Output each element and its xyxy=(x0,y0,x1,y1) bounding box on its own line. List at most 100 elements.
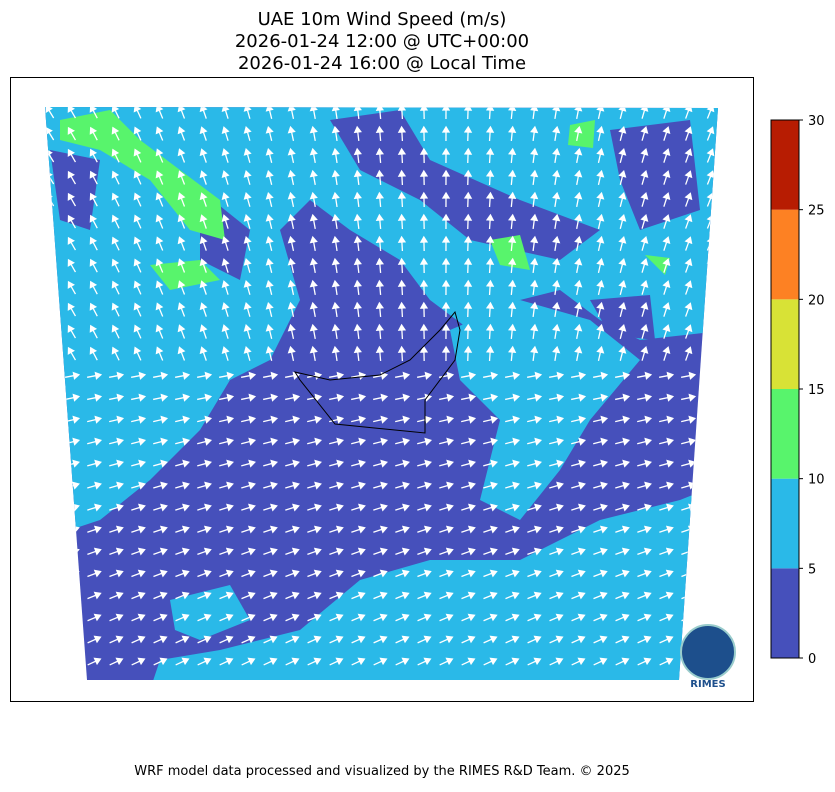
wind-arrow xyxy=(439,525,454,534)
wind-arrow xyxy=(618,213,627,229)
wind-arrow xyxy=(241,525,256,534)
wind-arrow xyxy=(505,547,520,556)
wind-arrow xyxy=(221,126,230,141)
wind-arrow xyxy=(351,393,367,402)
wind-arrow xyxy=(177,192,186,207)
wind-arrow xyxy=(527,371,543,380)
wind-arrow xyxy=(351,503,366,512)
wind-arrow xyxy=(574,301,583,317)
wind-arrow xyxy=(527,591,542,600)
wind-arrow xyxy=(67,324,77,339)
wind-arrow xyxy=(681,393,697,402)
wind-arrows xyxy=(45,107,718,666)
wind-arrow xyxy=(265,345,274,361)
wind-arrow xyxy=(265,323,274,339)
wind-arrow xyxy=(483,481,498,490)
wind-arrow xyxy=(241,393,257,402)
wind-arrow xyxy=(131,569,146,578)
wind-arrow xyxy=(684,192,693,207)
wind-arrow xyxy=(265,169,274,185)
wind-arrow xyxy=(131,635,146,644)
wind-arrow xyxy=(640,214,649,229)
wind-arrow xyxy=(662,302,671,317)
wind-arrow xyxy=(483,415,499,424)
wind-arrow xyxy=(243,214,252,229)
wind-arrow xyxy=(640,258,649,273)
wind-arrow xyxy=(243,148,252,163)
wind-arrow xyxy=(87,459,102,468)
wind-arrow xyxy=(681,459,696,468)
wind-arrow xyxy=(441,279,451,296)
wind-arrow xyxy=(375,323,385,340)
wind-arrow xyxy=(309,323,318,340)
wind-arrow xyxy=(659,569,674,578)
wind-arrow xyxy=(353,169,362,186)
wind-arrow xyxy=(177,258,186,273)
wind-arrow xyxy=(177,170,186,185)
wind-arrow xyxy=(684,214,693,229)
wind-arrow xyxy=(263,635,278,644)
wind-arrow xyxy=(593,415,609,424)
wind-arrow xyxy=(133,148,142,163)
wind-arrow xyxy=(461,503,476,512)
wind-arrow xyxy=(659,371,675,380)
wind-arrow xyxy=(351,459,366,468)
wind-arrow xyxy=(483,459,498,468)
wind-arrow xyxy=(485,235,495,252)
wind-arrow xyxy=(109,437,125,446)
wind-arrow xyxy=(373,393,389,402)
wind-arrow xyxy=(307,437,323,446)
wind-arrow xyxy=(530,301,539,318)
wind-arrow xyxy=(596,191,605,207)
colorbar-tick-label: 0 xyxy=(808,652,816,667)
wind-arrow xyxy=(419,257,429,274)
wind-arrow xyxy=(530,169,539,186)
logo: RIMES xyxy=(680,624,736,690)
title-line: UAE 10m Wind Speed (m/s) xyxy=(258,9,507,30)
wind-arrow xyxy=(574,213,583,229)
wind-arrow xyxy=(241,415,257,424)
wind-arrow xyxy=(373,569,388,578)
wind-arrow xyxy=(417,547,432,556)
wind-arrow xyxy=(530,213,539,230)
wind-arrow xyxy=(67,126,77,141)
wind-arrow xyxy=(197,547,212,556)
wind-arrow xyxy=(615,547,630,556)
wind-arrow xyxy=(659,459,674,468)
wind-arrow xyxy=(285,393,301,402)
wind-arrow xyxy=(331,257,340,274)
wind-arrow xyxy=(461,613,476,622)
wind-arrow xyxy=(265,191,274,207)
wind-arrow xyxy=(131,591,146,600)
wind-arrow xyxy=(131,393,147,402)
wind-arrow xyxy=(662,192,671,207)
wind-arrow xyxy=(309,191,318,208)
wind-arrow xyxy=(331,235,340,252)
wind-arrow xyxy=(552,257,561,274)
wind-arrow xyxy=(637,481,652,490)
wind-arrow xyxy=(133,107,142,119)
wind-arrow xyxy=(395,415,411,424)
wind-arrow xyxy=(263,547,278,556)
wind-arrow xyxy=(221,324,230,339)
wind-arrow xyxy=(375,345,385,362)
wind-arrow xyxy=(177,346,186,361)
wind-arrow xyxy=(329,437,345,446)
wind-arrow xyxy=(131,525,146,534)
wind-arrow xyxy=(199,280,208,295)
wind-arrow xyxy=(397,279,407,296)
wind-arrow xyxy=(574,191,583,207)
wind-arrow xyxy=(241,481,256,490)
wind-arrow xyxy=(177,324,186,339)
wind-arrow xyxy=(508,213,517,230)
wind-arrow xyxy=(243,280,252,295)
wind-arrow xyxy=(67,170,77,185)
wind-arrow xyxy=(109,525,124,534)
wind-arrow xyxy=(307,459,322,468)
wind-arrow xyxy=(659,591,674,600)
colorbar-tick-label: 20 xyxy=(808,293,825,308)
wind-arrow xyxy=(219,371,235,380)
wind-arrow xyxy=(199,324,208,339)
wind-arrow xyxy=(441,235,451,252)
wind-arrow xyxy=(153,547,168,556)
